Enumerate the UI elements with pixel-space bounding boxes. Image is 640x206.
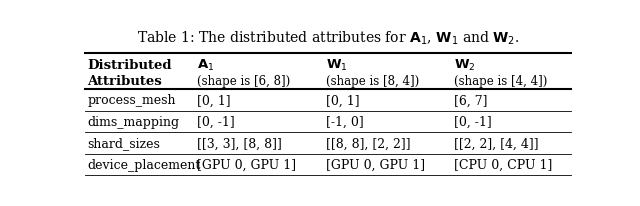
Text: Attributes: Attributes <box>88 75 162 88</box>
Text: $\mathbf{W}_2$: $\mathbf{W}_2$ <box>454 58 476 73</box>
Text: $\mathbf{W}_1$: $\mathbf{W}_1$ <box>326 58 348 73</box>
Text: [-1, 0]: [-1, 0] <box>326 115 364 128</box>
Text: shard_sizes: shard_sizes <box>88 137 160 150</box>
Text: dims_mapping: dims_mapping <box>88 115 180 128</box>
Text: [[2, 2], [4, 4]]: [[2, 2], [4, 4]] <box>454 137 539 150</box>
Text: $\mathbf{A}_1$: $\mathbf{A}_1$ <box>196 58 214 73</box>
Text: [[8, 8], [2, 2]]: [[8, 8], [2, 2]] <box>326 137 410 150</box>
Text: [6, 7]: [6, 7] <box>454 94 488 107</box>
Text: [[3, 3], [8, 8]]: [[3, 3], [8, 8]] <box>196 137 282 150</box>
Text: [CPU 0, CPU 1]: [CPU 0, CPU 1] <box>454 158 553 171</box>
Text: device_placement: device_placement <box>88 158 201 171</box>
Text: (shape is [8, 4]): (shape is [8, 4]) <box>326 75 419 88</box>
Text: [0, -1]: [0, -1] <box>196 115 234 128</box>
Text: Table 1: The distributed attributes for $\mathbf{A}_1$, $\mathbf{W}_1$ and $\mat: Table 1: The distributed attributes for … <box>137 29 519 47</box>
Text: Distributed: Distributed <box>88 59 172 72</box>
Text: process_mesh: process_mesh <box>88 94 176 107</box>
Text: [0, 1]: [0, 1] <box>326 94 359 107</box>
Text: (shape is [6, 8]): (shape is [6, 8]) <box>196 75 290 88</box>
Text: [GPU 0, GPU 1]: [GPU 0, GPU 1] <box>196 158 296 171</box>
Text: [0, -1]: [0, -1] <box>454 115 492 128</box>
Text: [GPU 0, GPU 1]: [GPU 0, GPU 1] <box>326 158 425 171</box>
Text: [0, 1]: [0, 1] <box>196 94 230 107</box>
Text: (shape is [4, 4]): (shape is [4, 4]) <box>454 75 548 88</box>
